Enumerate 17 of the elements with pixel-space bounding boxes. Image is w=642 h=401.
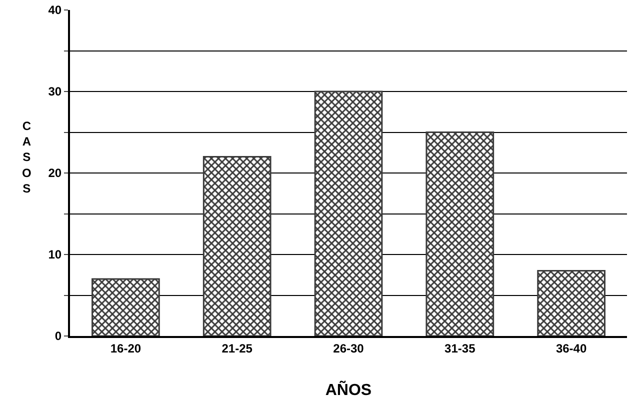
y-tick-label: 30	[48, 84, 62, 99]
bar	[537, 270, 606, 336]
x-tick-label: 36-40	[556, 341, 587, 356]
x-tick-label: 16-20	[110, 341, 142, 356]
y-tick-label: 10	[48, 248, 62, 262]
y-tick-label: 20	[48, 166, 62, 180]
x-tick-label: 31-35	[444, 341, 476, 356]
x-axis-title: AÑOS	[325, 380, 372, 399]
x-tick-label: 26-30	[333, 341, 364, 356]
bar	[92, 278, 160, 336]
y-axis-title: CASOS	[22, 119, 32, 196]
x-tick-label: 21-25	[222, 341, 253, 356]
y-tick-label: 0	[54, 329, 62, 344]
bar	[426, 132, 494, 336]
bar	[202, 156, 272, 336]
bar	[314, 90, 383, 336]
y-tick-label: 40	[48, 3, 62, 18]
